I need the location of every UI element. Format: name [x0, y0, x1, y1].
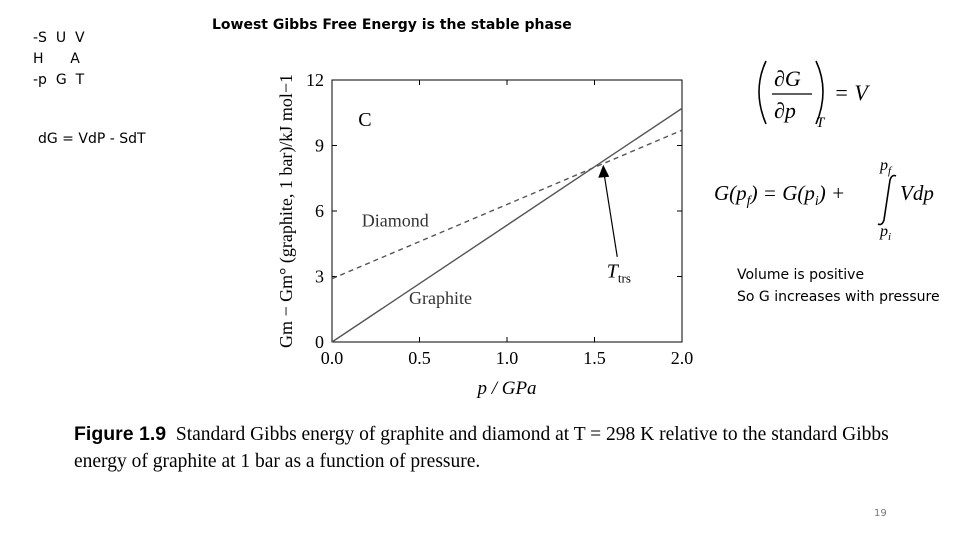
x-tick-label: 0.5 [408, 348, 431, 368]
series-label-diamond: Diamond [362, 210, 429, 230]
fundamental-equation: dG = VdP - SdT [38, 131, 146, 147]
gibbs-energy-chart: 0.0 0.5 1.0 1.5 2.0 0 3 6 9 12 C Diamond Graphite… [276, 70, 693, 399]
x-axis-label: p / GPa [475, 378, 536, 399]
svg-text:G(pf) = G(pi) +: G(pf) = G(pi) + [714, 181, 845, 209]
upper-limit: pf [879, 157, 893, 177]
panel-label: C [358, 109, 371, 131]
partial-derivative-graphic: ∂G ∂p T = V [758, 60, 870, 131]
page-number: 19 [874, 508, 887, 519]
mnemonic-row-1: -S U V [33, 30, 85, 46]
y-axis-label: Gm − Gm° (graphite, 1 bar)/kJ mol−1 [276, 74, 297, 348]
left-paren [758, 60, 767, 125]
denominator: ∂p [774, 98, 796, 123]
integrand: Vdp [900, 181, 934, 205]
mnemonic-row-3: -p G T [33, 72, 85, 88]
axis-ticks: 0.0 0.5 1.0 1.5 2.0 0 3 6 9 12 [306, 70, 693, 368]
lhs-sub: f [747, 194, 753, 209]
caption-label: Figure 1.9 [74, 423, 167, 445]
numerator: ∂G [774, 66, 801, 91]
y-tick-label: 3 [315, 267, 324, 287]
partial-rhs: = V [834, 80, 870, 105]
figure-caption: Figure 1.9 Standard Gibbs energy of grap… [74, 421, 914, 475]
note-line-2: So G increases with pressure [737, 289, 940, 305]
x-tick-label: 1.0 [496, 348, 519, 368]
x-tick-label: 1.5 [583, 348, 606, 368]
slide-heading: Lowest Gibbs Free Energy is the stable p… [212, 17, 572, 33]
plus-text: ) + [818, 181, 845, 205]
series-line-graphite [331, 107, 683, 343]
pressure-note: Volume is positive So G increases with p… [737, 264, 940, 308]
y-tick-label: 12 [306, 70, 324, 90]
y-tick-label: 0 [315, 332, 324, 352]
integral-graphic: G(pf) = G(pi) + pf pi Vdp [714, 157, 934, 243]
transition-label: Ttrs [607, 261, 631, 286]
transition-arrow [603, 174, 618, 257]
y-tick-label: 9 [315, 136, 324, 156]
integral-sign [877, 174, 897, 226]
note-line-1: Volume is positive [737, 267, 865, 283]
thermo-mnemonic: -S U V H A -p G T [33, 28, 85, 91]
mid-sub: i [815, 194, 819, 209]
caption-text: Standard Gibbs energy of graphite and di… [74, 424, 889, 472]
series-line-diamond [331, 129, 683, 280]
transition-arrowhead [598, 164, 610, 178]
x-tick-label: 0.0 [321, 348, 344, 368]
right-paren [815, 60, 824, 125]
mnemonic-row-2: H A [33, 51, 80, 67]
x-tick-label: 2.0 [671, 348, 694, 368]
lower-limit: pi [879, 223, 891, 243]
mid-text: ) = G(p [750, 181, 815, 205]
series-label-graphite: Graphite [409, 288, 472, 308]
lhs-g: G(p [714, 181, 747, 205]
partial-subscript: T [816, 115, 826, 131]
data-series [331, 107, 683, 343]
y-tick-label: 6 [315, 201, 324, 221]
